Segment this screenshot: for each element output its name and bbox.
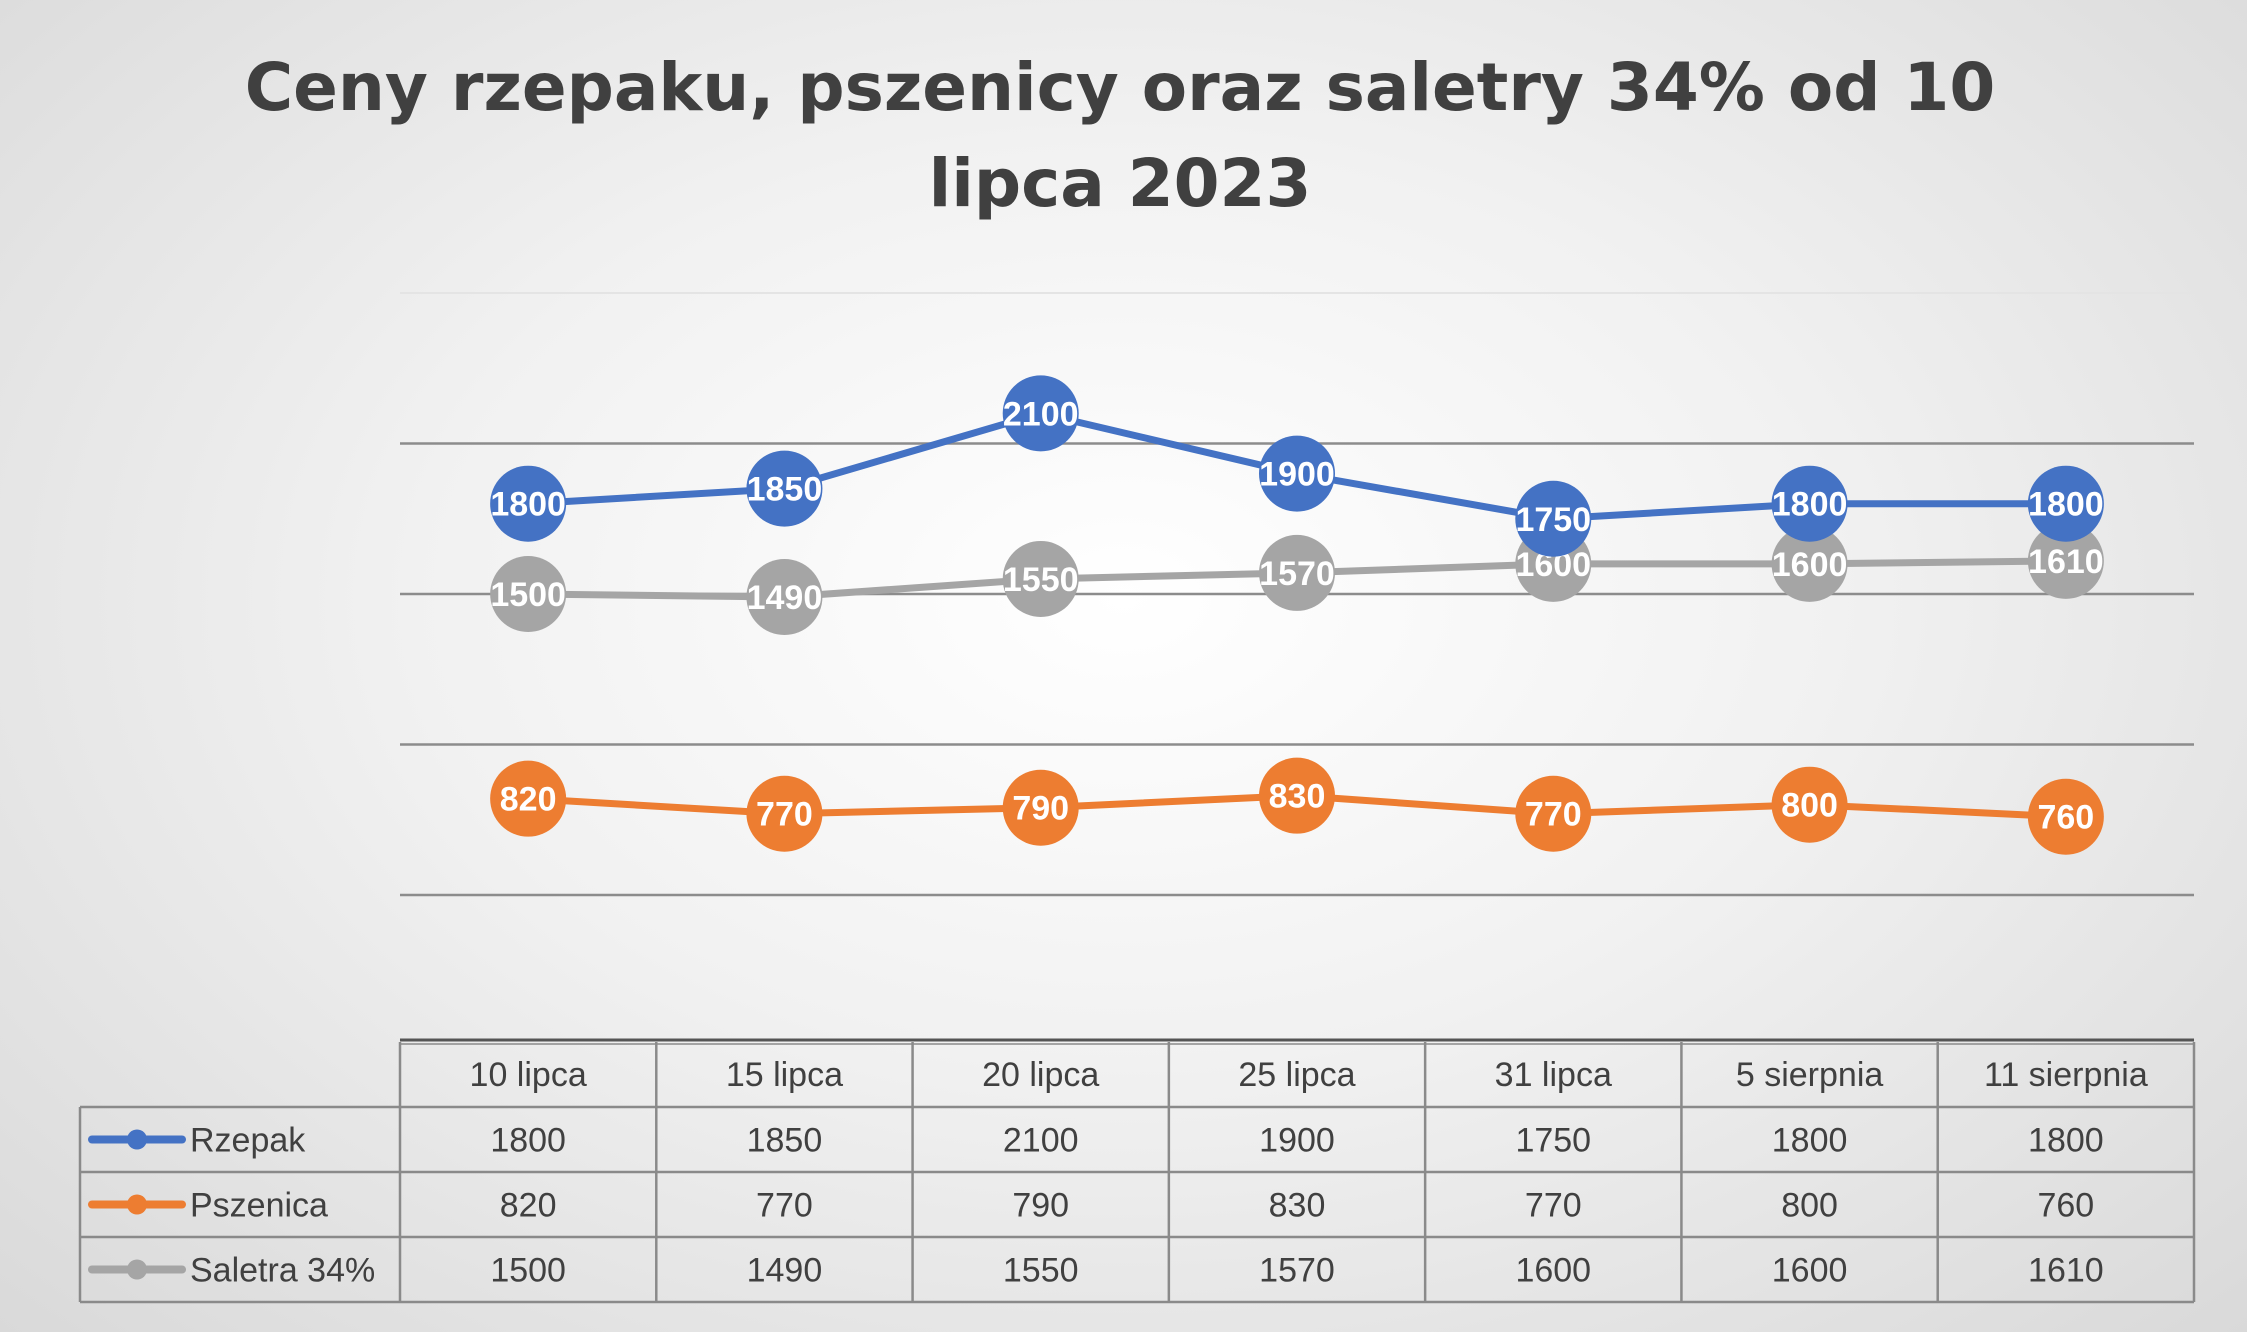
data-label: 1610	[2028, 543, 2104, 581]
x-tick-label: 15 lipca	[726, 1056, 843, 1094]
data-label: 1800	[490, 486, 566, 524]
table-cell: 1600	[1772, 1252, 1848, 1290]
data-point	[2027, 465, 2104, 542]
table-cell: 1800	[2028, 1122, 2104, 1160]
table-cell: 1570	[1259, 1252, 1335, 1290]
table-cell: 770	[756, 1187, 813, 1225]
data-point	[1515, 775, 1592, 852]
data-point	[2027, 522, 2104, 599]
data-label: 820	[500, 781, 557, 819]
data-label: 1800	[1772, 486, 1848, 524]
data-point	[1002, 769, 1079, 846]
data-point	[1259, 534, 1335, 611]
data-point	[1515, 480, 1592, 557]
table-cell: 800	[1781, 1187, 1838, 1225]
chart-title: Ceny rzepaku, pszenicy oraz saletry 34% …	[244, 49, 1996, 222]
table-cell: 770	[1525, 1187, 1582, 1225]
data-point	[490, 760, 567, 837]
data-label: 1570	[1259, 555, 1335, 593]
x-tick-label: 31 lipca	[1495, 1056, 1612, 1094]
table-cell: 1500	[490, 1252, 566, 1290]
data-label: 1500	[490, 576, 566, 614]
table-cell: 1850	[747, 1122, 823, 1160]
legend-label: Saletra 34%	[190, 1252, 375, 1290]
legend-label: Pszenica	[190, 1187, 328, 1225]
table-cell: 1490	[747, 1252, 823, 1290]
x-tick-label: 20 lipca	[982, 1056, 1099, 1094]
data-point	[746, 775, 823, 852]
data-label: 1750	[1515, 501, 1591, 539]
data-label: 1600	[1772, 546, 1848, 584]
data-label: 790	[1012, 790, 1069, 828]
table-cell: 1800	[490, 1122, 566, 1160]
data-label: 1800	[2028, 486, 2104, 524]
data-label: 2100	[1003, 395, 1079, 433]
data-point	[746, 450, 823, 527]
data-point	[490, 465, 567, 542]
table-cell: 1800	[1772, 1122, 1848, 1160]
table-cell: 830	[1269, 1187, 1326, 1225]
legend-marker	[127, 1259, 147, 1280]
legend-marker	[127, 1194, 147, 1215]
data-label: 800	[1781, 787, 1838, 825]
data-point	[2027, 778, 2104, 855]
data-point	[746, 559, 823, 636]
data-label: 1850	[747, 471, 823, 509]
table-cell: 2100	[1003, 1122, 1079, 1160]
data-point	[1259, 757, 1335, 834]
table-cell: 1550	[1003, 1252, 1079, 1290]
data-label: 760	[2037, 799, 2094, 837]
data-point	[1771, 766, 1848, 843]
data-label: 770	[756, 796, 813, 834]
legend-label: Rzepak	[190, 1122, 306, 1160]
data-label: 1900	[1259, 456, 1335, 494]
x-tick-label: 11 sierpnia	[1984, 1056, 2148, 1094]
table-cell: 1600	[1515, 1252, 1591, 1290]
x-tick-label: 10 lipca	[470, 1056, 587, 1094]
data-label: 830	[1269, 778, 1326, 816]
x-tick-label: 5 sierpnia	[1736, 1056, 1884, 1094]
table-cell: 1750	[1515, 1122, 1591, 1160]
data-label: 770	[1525, 796, 1582, 834]
data-point	[1002, 375, 1079, 452]
x-tick-label: 25 lipca	[1238, 1056, 1355, 1094]
data-point	[1002, 540, 1079, 617]
legend-marker	[127, 1129, 147, 1150]
data-point	[490, 556, 567, 632]
table-cell: 1900	[1259, 1122, 1335, 1160]
table-cell: 820	[500, 1187, 557, 1225]
table-cell: 1610	[2028, 1252, 2104, 1290]
data-label: 1490	[747, 579, 823, 617]
table-cell: 760	[2037, 1187, 2094, 1225]
data-point	[1771, 525, 1848, 602]
data-point	[1259, 435, 1335, 512]
data-point	[1771, 465, 1848, 542]
data-label: 1550	[1003, 561, 1079, 599]
table-cell: 790	[1012, 1187, 1069, 1225]
